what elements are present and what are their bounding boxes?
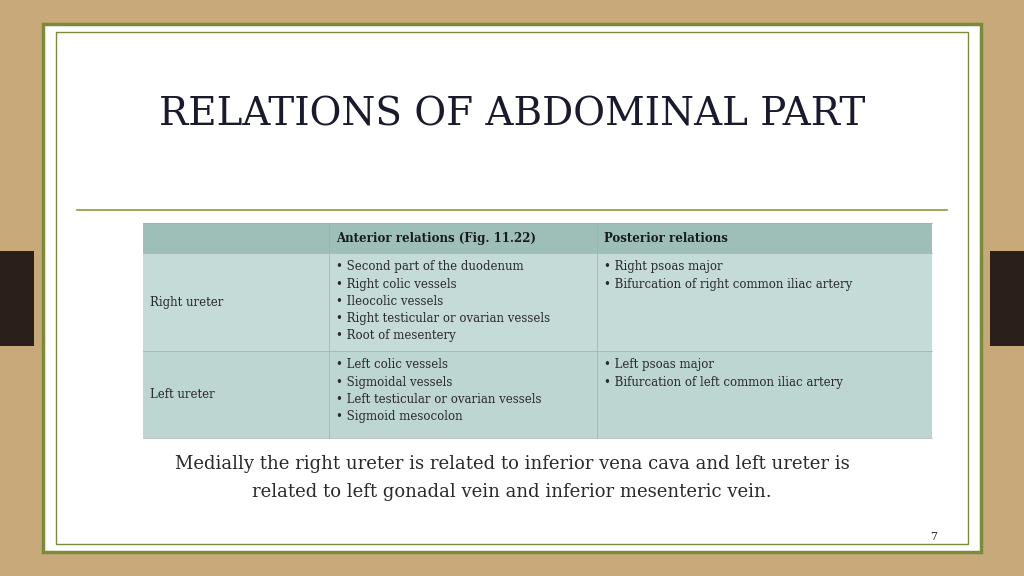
Text: Posterior relations: Posterior relations (604, 232, 728, 245)
Text: • Right psoas major: • Right psoas major (604, 260, 723, 274)
Text: • Sigmoidal vessels: • Sigmoidal vessels (336, 376, 453, 389)
Bar (143, 253, 932, 351)
Text: • Sigmoid mesocolon: • Sigmoid mesocolon (336, 410, 463, 423)
Text: • Left colic vessels: • Left colic vessels (336, 358, 447, 372)
Bar (143, 351, 932, 438)
Text: • Root of mesentery: • Root of mesentery (336, 329, 456, 343)
Text: Medially the right ureter is related to inferior vena cava and left ureter is: Medially the right ureter is related to … (175, 454, 849, 473)
Text: • Ileocolic vessels: • Ileocolic vessels (336, 295, 443, 308)
Text: 7: 7 (930, 532, 937, 542)
Text: • Bifurcation of right common iliac artery: • Bifurcation of right common iliac arte… (604, 278, 852, 291)
Bar (56, 32, 968, 544)
Bar (0, 251, 34, 346)
Bar (990, 251, 1024, 346)
Text: • Right colic vessels: • Right colic vessels (336, 278, 457, 291)
Text: • Left psoas major: • Left psoas major (604, 358, 714, 372)
Text: related to left gonadal vein and inferior mesenteric vein.: related to left gonadal vein and inferio… (252, 483, 772, 502)
Bar (143, 223, 932, 253)
Text: • Bifurcation of left common iliac artery: • Bifurcation of left common iliac arter… (604, 376, 843, 389)
Text: • Left testicular or ovarian vessels: • Left testicular or ovarian vessels (336, 393, 542, 406)
Text: Left ureter: Left ureter (150, 388, 214, 401)
Text: • Right testicular or ovarian vessels: • Right testicular or ovarian vessels (336, 312, 550, 325)
Text: Anterior relations (Fig. 11.22): Anterior relations (Fig. 11.22) (336, 232, 536, 245)
Text: Right ureter: Right ureter (150, 296, 223, 309)
Text: • Second part of the duodenum: • Second part of the duodenum (336, 260, 523, 274)
Text: RELATIONS OF ABDOMINAL PART: RELATIONS OF ABDOMINAL PART (159, 97, 865, 134)
